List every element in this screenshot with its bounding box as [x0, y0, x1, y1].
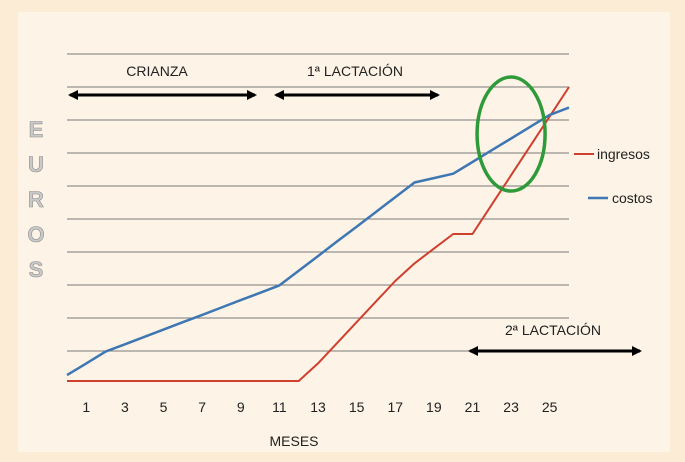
x-tick-label: 21: [465, 399, 481, 415]
x-tick-label: 23: [503, 399, 519, 415]
x-tick-label: 15: [349, 399, 365, 415]
ylabel-letter: S: [29, 257, 44, 282]
intersection-highlight-ellipse: [475, 75, 547, 193]
x-tick-label: 1: [82, 399, 90, 415]
x-tick-label: 25: [542, 399, 558, 415]
x-tick-label: 13: [310, 399, 326, 415]
phase-label-crianza: CRIANZA: [126, 63, 188, 79]
ylabel-letter: E: [29, 117, 44, 142]
y-axis-label: E U R O S: [27, 117, 45, 283]
ylabel-letter: U: [28, 152, 44, 177]
x-tick-label: 3: [121, 399, 129, 415]
series-line-ingresos: [67, 86, 570, 382]
legend-label-ingresos: ingresos: [597, 146, 650, 162]
phase-label-lactacion-2: 2ª LACTACIÓN: [505, 322, 601, 338]
series-line-costos: [66, 106, 570, 377]
legend-label-costos: costos: [612, 190, 652, 206]
x-tick-label: 9: [237, 399, 245, 415]
x-tick-label: 5: [160, 399, 168, 415]
series-lines: [66, 86, 570, 382]
ylabel-letter: O: [27, 222, 44, 247]
x-tick-label: 7: [198, 399, 206, 415]
ylabel-letter: R: [28, 187, 44, 212]
legend: ingresos costos: [574, 146, 652, 206]
x-tick-label: 17: [387, 399, 403, 415]
x-axis-label: MESES: [269, 433, 318, 449]
plot-background: [18, 12, 670, 452]
x-tick-label: 11: [272, 399, 287, 415]
phase-label-lactacion-1: 1ª LACTACIÓN: [307, 63, 403, 79]
x-tick-label: 19: [426, 399, 442, 415]
x-tick-labels: 1 3 5 7 9 11 13 15 17 19 21 23 25: [82, 399, 557, 415]
